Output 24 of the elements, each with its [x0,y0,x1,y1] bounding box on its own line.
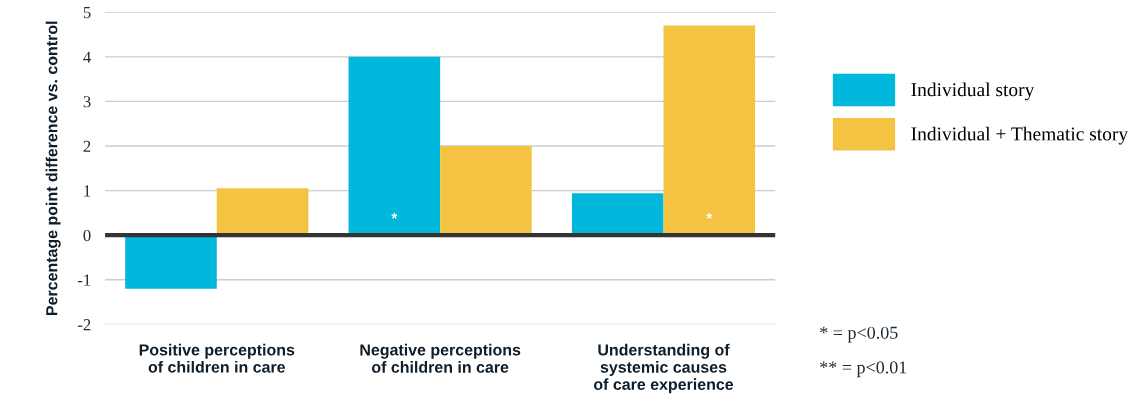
x-tick-label: Negative perceptions of children in care [360,343,521,373]
legend-label: Individual story [911,82,1035,101]
bar [571,193,664,236]
text: ** = p<0.01 [820,361,907,378]
annotation: * [391,213,398,219]
annotation: * [706,213,713,219]
y-tick-label: 1 [84,185,91,197]
y-tick-label: 0 [83,229,91,242]
y-tick-label: 5 [83,7,91,19]
y-axis-title: Percentage point difference vs. control [45,21,61,315]
text: * = p<0.05 [820,326,898,343]
x-tick-label: Positive perceptions of children in care [139,343,295,373]
bar [125,235,217,289]
bar [216,188,309,236]
bar [348,56,441,236]
y-tick-label: -1 [77,274,91,286]
y-tick-label: 4 [83,51,91,63]
legend-label: Individual + Thematic story [911,126,1129,145]
y-tick-label: 2 [83,140,91,152]
x-tick-label: Understanding of systemic causes of care experience [593,343,734,394]
bar [440,146,532,236]
bar [663,25,756,236]
y-tick-label: -2 [77,319,91,331]
y-tick-label: 3 [83,96,91,108]
